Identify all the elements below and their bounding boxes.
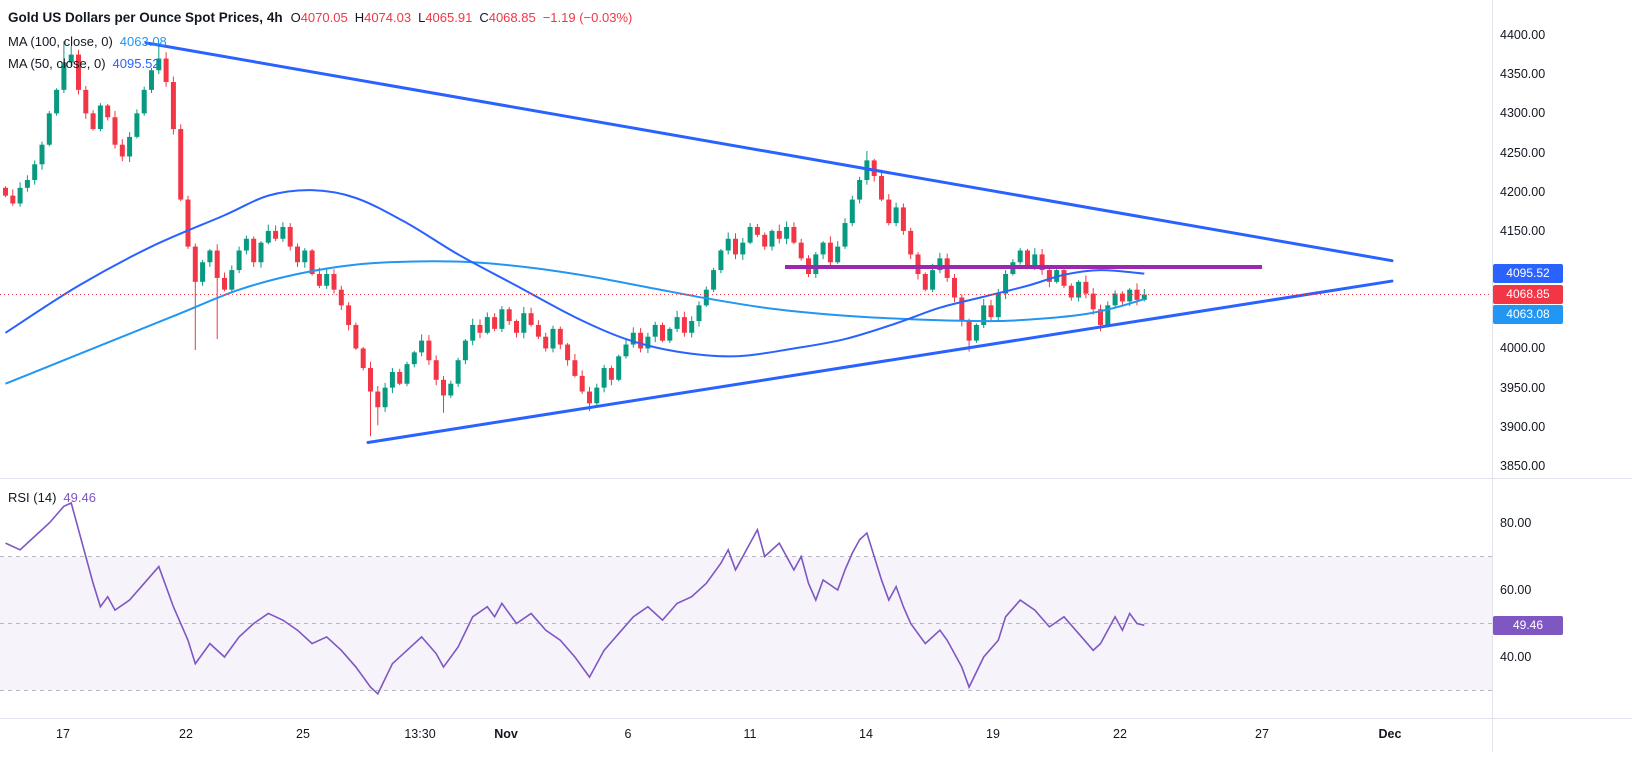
- ma50-legend-row[interactable]: MA (50, close, 0) 4095.52: [8, 52, 632, 74]
- price-axis-label: 3850.00: [1500, 459, 1546, 473]
- price-badge-down: 4068.85: [1493, 285, 1563, 304]
- price-change: −1.19 (−0.03%): [542, 10, 633, 25]
- price-axis-label: 4200.00: [1500, 184, 1546, 199]
- rsi-axis-label: 60.00: [1500, 583, 1532, 597]
- rsi-legend-row: RSI (14) 49.46: [8, 486, 96, 508]
- rsi-band: [0, 556, 1492, 691]
- price-badge-ma50: 4095.52: [1493, 264, 1563, 284]
- ohlc-low: L4065.91: [418, 10, 473, 25]
- rsi-label: RSI (14): [8, 489, 57, 505]
- time-axis-label: Dec: [1378, 727, 1402, 741]
- time-axis-label: 14: [859, 727, 873, 741]
- price-axis-label: 4150.00: [1500, 223, 1546, 238]
- trendline-lower[interactable]: [366, 279, 1394, 444]
- ma50-line[interactable]: [4, 189, 1145, 358]
- rsi-axis-label: 40.00: [1500, 650, 1532, 664]
- ma100-value: 4063.08: [119, 33, 167, 49]
- price-badge-ma100: 4063.08: [1493, 305, 1563, 324]
- time-axis-label: 22: [179, 727, 193, 741]
- time-axis-label: 22: [1113, 727, 1127, 741]
- time-axis-label: 27: [1255, 727, 1269, 741]
- trendline-upper[interactable]: [144, 41, 1394, 263]
- ma100-legend-row[interactable]: MA (100, close, 0) 4063.08: [8, 30, 632, 52]
- ohlc-close: C4068.85: [479, 10, 536, 25]
- price-axis-label: 4300.00: [1500, 106, 1546, 121]
- price-axis-label: 3900.00: [1500, 419, 1546, 434]
- time-axis-label: 6: [624, 727, 632, 741]
- ma50-label: MA (50, close, 0): [8, 55, 106, 71]
- price-axis-label: 4000.00: [1500, 341, 1546, 356]
- time-axis-label: Nov: [494, 727, 518, 741]
- chart-legend: Gold US Dollars per Ounce Spot Prices, 4…: [8, 5, 632, 74]
- symbol-title-row[interactable]: Gold US Dollars per Ounce Spot Prices, 4…: [8, 5, 632, 30]
- rsi-badge: 49.46: [1493, 615, 1563, 635]
- panel-separators: [0, 0, 1632, 752]
- ohlc-open: O4070.05: [290, 10, 348, 25]
- ohlc-high: H4074.03: [354, 10, 412, 25]
- ma50-value: 4095.52: [112, 55, 160, 71]
- time-axis-label: 11: [743, 727, 757, 741]
- rsi-axis-label: 80.00: [1500, 516, 1532, 530]
- ma100-line[interactable]: [5, 260, 1145, 385]
- price-axis-label: 4400.00: [1500, 28, 1546, 42]
- candlestick-series[interactable]: [3, 41, 1147, 437]
- ma100-label: MA (100, close, 0): [8, 33, 113, 49]
- rsi-value: 49.46: [63, 489, 96, 505]
- time-axis-label: 17: [56, 727, 70, 741]
- rsi-legend[interactable]: RSI (14) 49.46: [8, 486, 96, 508]
- price-axis-label: 4250.00: [1500, 145, 1546, 160]
- price-axis-label: 3950.00: [1500, 380, 1546, 395]
- time-axis-label: 19: [986, 727, 1000, 741]
- time-axis-label: 25: [296, 727, 310, 741]
- time-axis-label: 13:30: [404, 727, 436, 741]
- rsi-line[interactable]: [5, 501, 1145, 696]
- price-axis-label: 4350.00: [1500, 67, 1546, 82]
- symbol-title: Gold US Dollars per Ounce Spot Prices, 4…: [8, 10, 283, 25]
